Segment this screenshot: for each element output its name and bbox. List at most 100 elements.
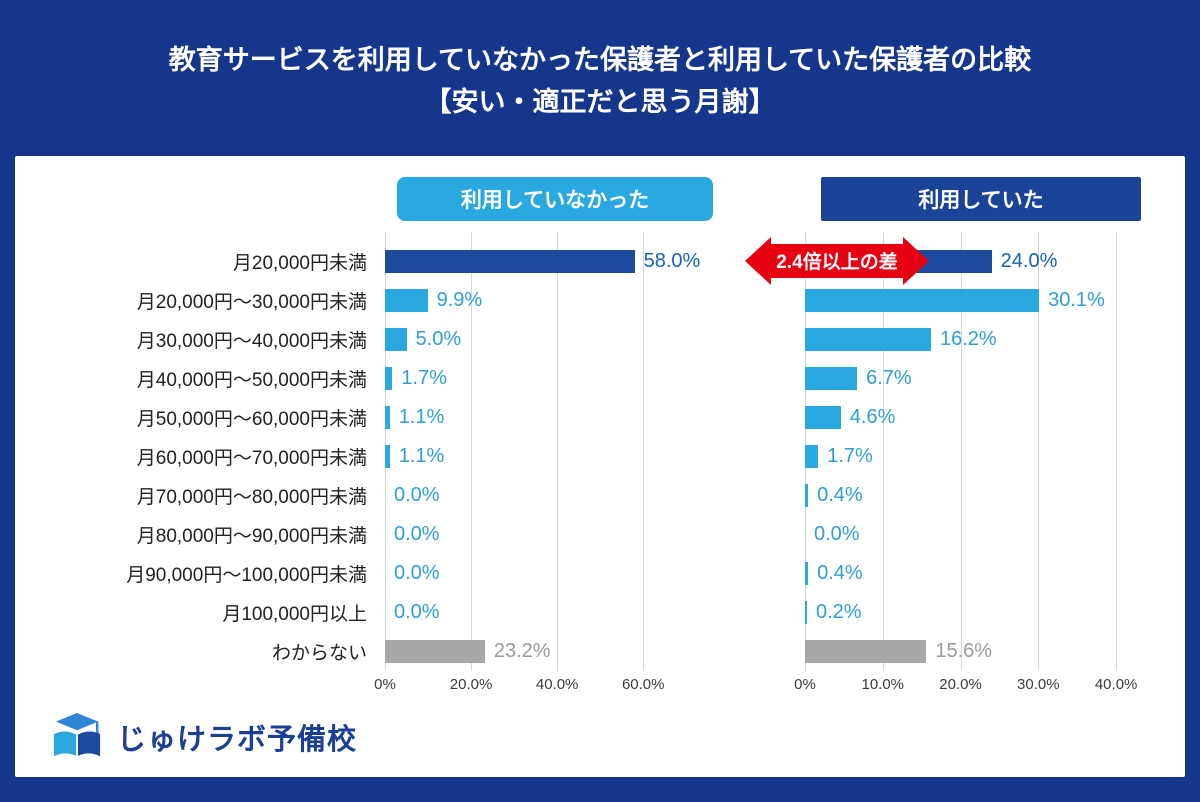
badge-used: 利用していた — [821, 176, 1141, 221]
category-label: 月30,000円〜40,000円未満 — [136, 330, 367, 352]
category-label: 月60,000円〜70,000円未満 — [136, 447, 367, 469]
chart-body: 月20,000円未満 58.0% 24.0% 月20,000円〜30,000円未満 9.… — [35, 231, 1165, 671]
x-axis: 0% 20.0% 40.0% 60.0% 0% 10.0% 20.0% 30.0% 40.0% — [35, 671, 1165, 699]
value-label: 24.0% — [1000, 249, 1058, 272]
bar-cell: 0.2% — [805, 593, 1155, 632]
chart-row: 月50,000円〜60,000円未満 1.1% 4.6% — [35, 398, 1165, 437]
axis-tick-label: 10.0% — [861, 675, 905, 693]
bar — [805, 405, 841, 429]
bar-cell: 0.4% — [805, 476, 1155, 515]
difference-annotation-label: 2.4倍以上の差 — [776, 252, 898, 274]
category-label: 月50,000円〜60,000円未満 — [136, 408, 367, 430]
value-label: 0.4% — [817, 561, 863, 584]
chart-row: 月20,000円〜30,000円未満 9.9% 30.1% — [35, 281, 1165, 320]
chart-row: 月100,000円以上 0.0% 0.2% — [35, 593, 1165, 632]
chart-legend: 利用していなかった 利用していた — [35, 176, 1165, 222]
bar-cell: 6.7% — [805, 359, 1155, 398]
badge-not-used-label: 利用していなかった — [460, 188, 650, 212]
chart-card: 利用していなかった 利用していた 月20,000円未満 58.0% 24.0% 月20… — [15, 155, 1185, 777]
gridline — [960, 231, 962, 671]
page-title: 教育サービスを利用していなかった保護者と利用していた保護者の比較 【安い・適正だ… — [0, 0, 1200, 156]
axis-tick-label: 60.0% — [621, 675, 665, 693]
axis-tick-label: 0% — [794, 675, 816, 693]
logo-text: じゅけラボ予備校 — [117, 723, 358, 756]
bar — [385, 405, 390, 429]
bar — [385, 327, 407, 351]
chart-row: 月90,000円〜100,000円未満 0.0% 0.4% — [35, 554, 1165, 593]
value-label: 23.2% — [493, 639, 551, 662]
value-label: 1.7% — [827, 444, 873, 467]
bar-cell: 1.7% — [805, 437, 1155, 476]
bar-cell: 0.0% — [385, 515, 725, 554]
page-title-line1: 教育サービスを利用していなかった保護者と利用していた保護者の比較 — [168, 45, 1032, 75]
value-label: 9.9% — [436, 288, 483, 311]
bar-cell: 9.9% — [385, 281, 725, 320]
chart-row: 月40,000円〜50,000円未満 1.7% 6.7% — [35, 359, 1165, 398]
value-label: 30.1% — [1048, 288, 1105, 311]
bar-cell: 1.7% — [385, 359, 725, 398]
bar — [805, 288, 1040, 312]
chart-row: 月70,000円〜80,000円未満 0.0% 0.4% — [35, 476, 1165, 515]
bar-cell: 1.1% — [385, 437, 725, 476]
bar-cell: 23.2% — [385, 632, 725, 671]
bar-cell: 58.0% — [385, 242, 725, 281]
gridline — [882, 231, 884, 671]
bar — [385, 639, 485, 663]
chart-row: 月60,000円〜70,000円未満 1.1% 1.7% — [35, 437, 1165, 476]
arrow-body — [771, 243, 903, 278]
badge-used-label: 利用していた — [918, 188, 1044, 212]
axis-tick-label: 30.0% — [1017, 675, 1060, 693]
bar-cell: 0.0% — [385, 593, 725, 632]
gridline — [557, 231, 559, 671]
value-label: 0.0% — [394, 522, 440, 545]
logo: じゅけラボ予備校 — [35, 709, 1165, 765]
value-label: 1.7% — [401, 366, 447, 389]
bar — [385, 444, 390, 468]
chart-row: 月80,000円〜90,000円未満 0.0% 0.0% — [35, 515, 1165, 554]
value-label: 15.6% — [935, 639, 993, 662]
bar — [805, 600, 807, 624]
bar — [385, 366, 393, 390]
chart-row: わからない 23.2% 15.6% — [35, 632, 1165, 671]
category-label: 月20,000円未満 — [232, 252, 367, 274]
bar — [805, 483, 809, 507]
gridline — [1116, 231, 1118, 671]
bar — [385, 288, 428, 312]
bar-cell: 16.2% — [805, 320, 1155, 359]
bar-cell: 0.0% — [385, 554, 725, 593]
category-label: 月90,000円〜100,000円未満 — [126, 564, 367, 586]
value-label: 58.0% — [643, 249, 701, 272]
bar-cell: 30.1% — [805, 281, 1155, 320]
value-label: 0.0% — [394, 561, 440, 584]
bar-cell: 0.0% — [385, 476, 725, 515]
bar-cell: 0.0% — [805, 515, 1155, 554]
value-label: 1.1% — [398, 444, 445, 467]
value-label: 0.0% — [394, 600, 440, 623]
value-label: 0.2% — [816, 600, 862, 623]
value-label: 0.0% — [394, 483, 440, 506]
category-label: 月40,000円〜50,000円未満 — [136, 369, 367, 391]
gridline — [643, 231, 645, 671]
difference-annotation: 2.4倍以上の差 — [745, 236, 929, 285]
page-title-line2: 【安い・適正だと思う月謝】 — [424, 86, 776, 117]
bar-cell: 1.1% — [385, 398, 725, 437]
value-label: 0.4% — [817, 483, 863, 506]
bar — [805, 561, 809, 585]
chart-row: 月20,000円未満 58.0% 24.0% — [35, 242, 1165, 281]
axis-tick-label: 40.0% — [535, 675, 579, 693]
arrow-left-icon — [745, 236, 771, 285]
chart-row: 月30,000円〜40,000円未満 5.0% 16.2% — [35, 320, 1165, 359]
axis-tick-label: 0% — [374, 675, 396, 693]
bar — [385, 249, 635, 273]
value-label: 0.0% — [814, 522, 860, 545]
bar-cell: 0.4% — [805, 554, 1155, 593]
bar-cell: 15.6% — [805, 632, 1155, 671]
axis-tick-label: 40.0% — [1094, 675, 1138, 693]
bar-cell: 4.6% — [805, 398, 1155, 437]
category-label: 月20,000円〜30,000円未満 — [136, 291, 367, 313]
bar-cell: 5.0% — [385, 320, 725, 359]
badge-not-used: 利用していなかった — [397, 176, 713, 221]
value-label: 5.0% — [415, 327, 462, 350]
category-label: 月100,000円以上 — [222, 603, 367, 625]
